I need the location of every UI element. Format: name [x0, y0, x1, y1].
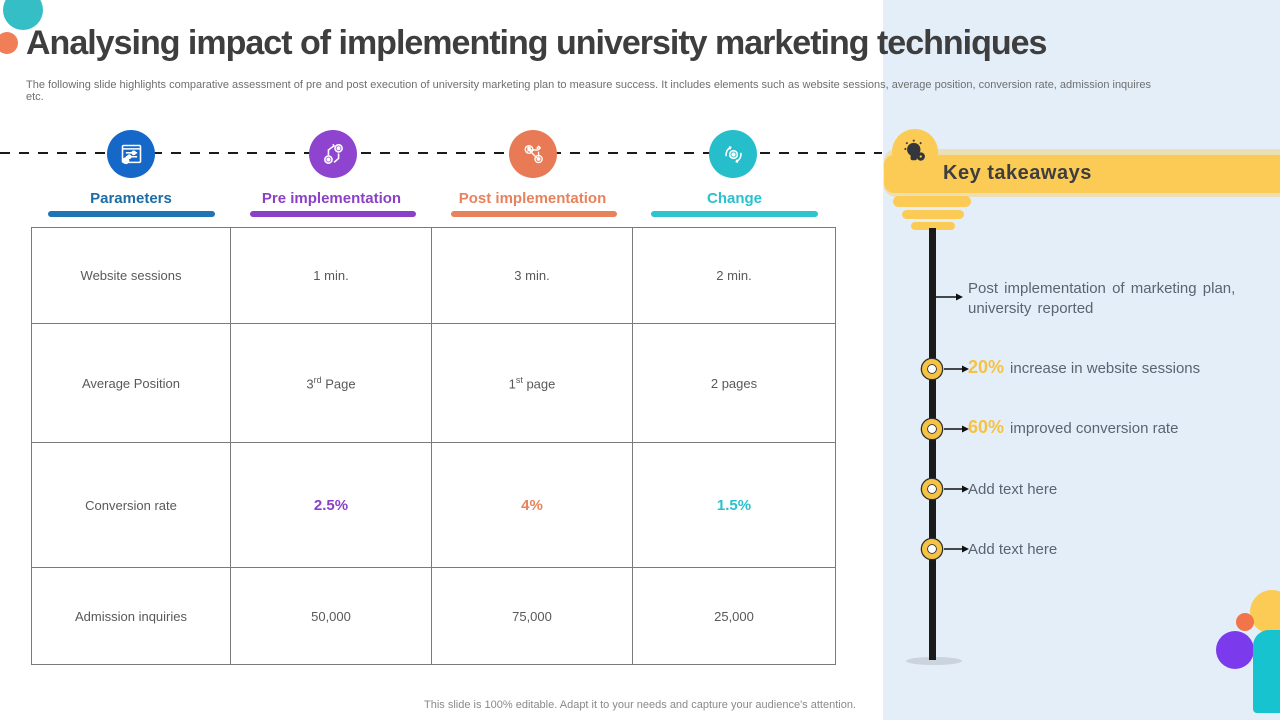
table-cell-pre: 3rd Page [231, 324, 432, 443]
table-cell-post: 4% [432, 443, 633, 568]
table-cell-change: 2 pages [633, 324, 835, 443]
header-underline-post [451, 211, 617, 217]
page-title: Analysing impact of implementing univers… [26, 24, 1047, 62]
cycle-arrows-icon [709, 130, 757, 178]
table-cell-change: 25,000 [714, 608, 754, 624]
table-cell-param: Admission inquiries [32, 568, 231, 664]
arrow-icon [936, 293, 963, 301]
table-cell-param: Average Position [32, 324, 231, 443]
comparison-table: Website sessions 1 min. 3 min. 2 min. Av… [31, 227, 836, 665]
column-header-parameters: Parameters [90, 190, 172, 207]
takeaway-text: improved conversion rate [1010, 420, 1179, 437]
table-cell-param: Website sessions [32, 228, 231, 324]
arrow-icon [944, 365, 969, 373]
editable-note: This slide is 100% editable. Adapt it to… [424, 699, 856, 711]
header-underline-change [651, 211, 818, 217]
table-cell-change: 2 min. [633, 228, 835, 324]
table-cell-pre: 50,000 [231, 568, 432, 664]
takeaway-highlight: 60% [968, 417, 1005, 437]
takeaway-item: 20% increase in website sessions [968, 357, 1200, 378]
page-subtitle: The following slide highlights comparati… [26, 79, 1152, 103]
table-cell-post: 1st page [432, 324, 633, 443]
table-cell-post: 3 min. [432, 228, 633, 324]
key-takeaways-panel [883, 0, 1280, 720]
header-underline-pre [250, 211, 416, 217]
table-cell-pre: 1 min. [231, 228, 432, 324]
funnel-bar [911, 222, 955, 230]
timeline-ring-marker [922, 359, 942, 379]
key-takeaways-title: Key takeaways [943, 162, 1092, 184]
decor-purple-circle [1216, 631, 1254, 669]
timeline-ring-marker [922, 419, 942, 439]
table-cell-param: Conversion rate [32, 443, 231, 568]
process-gears-icon [309, 130, 357, 178]
timeline-shadow [906, 657, 962, 665]
lightbulb-gear-icon [892, 129, 938, 175]
decor-orange-circle [1236, 613, 1254, 631]
table-cell-post: 75,000 [432, 568, 633, 664]
arrow-icon [944, 485, 969, 493]
decor-teal-bar [1253, 630, 1280, 713]
arrow-icon [944, 425, 969, 433]
takeaway-text: increase in website sessions [1010, 360, 1201, 377]
header-underline-parameters [48, 211, 215, 217]
table-cell-pre: 2.5% [231, 443, 432, 568]
takeaway-item: Post implementation of marketing plan, u… [968, 280, 1236, 317]
takeaway-highlight: 20% [968, 357, 1005, 377]
decor-yellow-circle [1250, 590, 1280, 634]
timeline-ring-marker [922, 539, 942, 559]
decor-orange-dot [0, 32, 18, 54]
network-nodes-icon [509, 130, 557, 178]
funnel-bar [902, 210, 964, 219]
key-takeaways-banner [884, 155, 1280, 193]
dashed-connector-line [0, 152, 882, 154]
timeline-line [929, 228, 936, 660]
column-header-pre-implementation: Pre implementation [261, 190, 402, 207]
timeline-ring-marker [922, 479, 942, 499]
table-cell-change: 1.5% [633, 443, 835, 568]
takeaway-item: 60% improved conversion rate [968, 417, 1178, 438]
settings-sliders-icon [107, 130, 155, 178]
arrow-icon [944, 545, 969, 553]
takeaway-placeholder[interactable]: Add text here [968, 541, 1058, 558]
takeaway-placeholder[interactable]: Add text here [968, 481, 1058, 498]
column-header-post-implementation: Post implementation [458, 190, 607, 207]
funnel-bar [893, 196, 971, 207]
column-header-change: Change [706, 190, 762, 207]
